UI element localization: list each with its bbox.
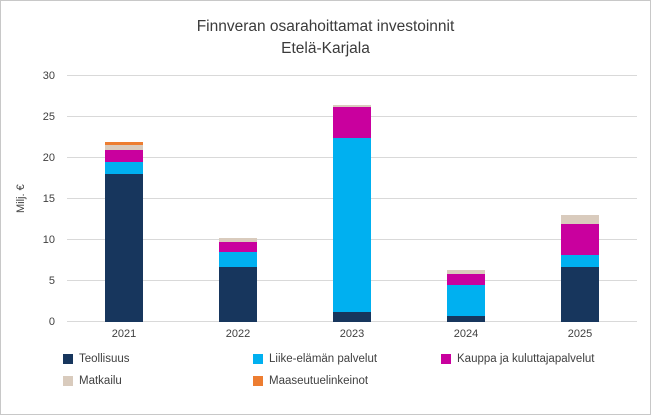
bar-segment bbox=[333, 104, 371, 108]
y-tick-label: 10 bbox=[42, 234, 55, 246]
bar-segment bbox=[447, 285, 485, 317]
y-tick-label: 5 bbox=[48, 275, 55, 287]
y-tick-label: 25 bbox=[42, 111, 55, 123]
stacked-bar-2024 bbox=[447, 76, 485, 322]
bar-segment bbox=[105, 174, 143, 322]
bar-segment bbox=[219, 241, 257, 253]
title-block: Finnveran osarahoittamat investoinnit Et… bbox=[1, 16, 650, 59]
stacked-bar-2025 bbox=[561, 76, 599, 322]
legend-label: Teollisuus bbox=[79, 353, 130, 365]
y-tick-label: 30 bbox=[42, 70, 55, 82]
legend-item: Matkailu bbox=[63, 375, 253, 387]
bar-group bbox=[295, 76, 409, 322]
bar-segment bbox=[447, 274, 485, 286]
bar-segment bbox=[105, 142, 143, 145]
gridline bbox=[67, 75, 637, 76]
legend-label: Kauppa ja kuluttajapalvelut bbox=[457, 353, 595, 365]
bar-segment bbox=[105, 162, 143, 175]
x-axis-labels: 2021 2022 2023 2024 2025 bbox=[67, 328, 637, 340]
legend-item: Liike-elämän palvelut bbox=[253, 353, 441, 365]
legend-swatch bbox=[253, 376, 263, 386]
bar-segment bbox=[561, 254, 599, 268]
y-tick-label: 0 bbox=[48, 316, 55, 328]
legend-item: Maaseutuelinkeinot bbox=[253, 375, 441, 387]
plot-area bbox=[67, 75, 637, 322]
bar-group bbox=[523, 76, 637, 322]
legend-label: Matkailu bbox=[79, 375, 122, 387]
x-tick-label: 2023 bbox=[339, 328, 365, 340]
bar-segment bbox=[447, 270, 485, 275]
bar-segment bbox=[333, 137, 371, 313]
bar-group bbox=[181, 76, 295, 322]
chart-title: Finnveran osarahoittamat investoinnit bbox=[196, 18, 455, 35]
bar-segment bbox=[105, 144, 143, 150]
y-axis-title: Milj. € bbox=[15, 184, 27, 214]
x-tick-label: 2025 bbox=[567, 328, 593, 340]
y-tick-label: 15 bbox=[42, 193, 55, 205]
x-tick-label: 2024 bbox=[453, 328, 479, 340]
bar-segment bbox=[219, 252, 257, 268]
x-tick-label: 2021 bbox=[111, 328, 137, 340]
bar-segment bbox=[333, 312, 371, 322]
legend-swatch bbox=[441, 354, 451, 364]
stacked-bar-2023 bbox=[333, 76, 371, 322]
bar-segment bbox=[561, 267, 599, 322]
legend-swatch bbox=[253, 354, 263, 364]
stacked-bar-2022 bbox=[219, 76, 257, 322]
legend-swatch bbox=[63, 376, 73, 386]
bar-segment bbox=[105, 149, 143, 163]
bar-segment bbox=[219, 267, 257, 322]
legend-item: Kauppa ja kuluttajapalvelut bbox=[441, 353, 641, 365]
bar-segment bbox=[219, 237, 257, 242]
bar-group bbox=[67, 76, 181, 322]
bar-segment bbox=[333, 107, 371, 138]
stacked-bar-2021 bbox=[105, 76, 143, 322]
bar-segment bbox=[561, 215, 599, 224]
bar-group bbox=[409, 76, 523, 322]
y-tick-label: 20 bbox=[42, 152, 55, 164]
chart-subtitle: Etelä-Karjala bbox=[281, 39, 370, 57]
bar-segment bbox=[447, 316, 485, 322]
x-tick-label: 2022 bbox=[225, 328, 251, 340]
bars-row bbox=[67, 76, 637, 322]
y-axis-labels: 0 5 10 15 20 25 30 bbox=[29, 70, 63, 328]
legend: Teollisuus Liike-elämän palvelut Kauppa ja… bbox=[63, 353, 641, 387]
legend-label: Liike-elämän palvelut bbox=[269, 353, 378, 365]
legend-swatch bbox=[63, 354, 73, 364]
legend-label: Maaseutuelinkeinot bbox=[269, 375, 369, 387]
bar-segment bbox=[561, 223, 599, 255]
legend-item: Teollisuus bbox=[63, 353, 253, 365]
